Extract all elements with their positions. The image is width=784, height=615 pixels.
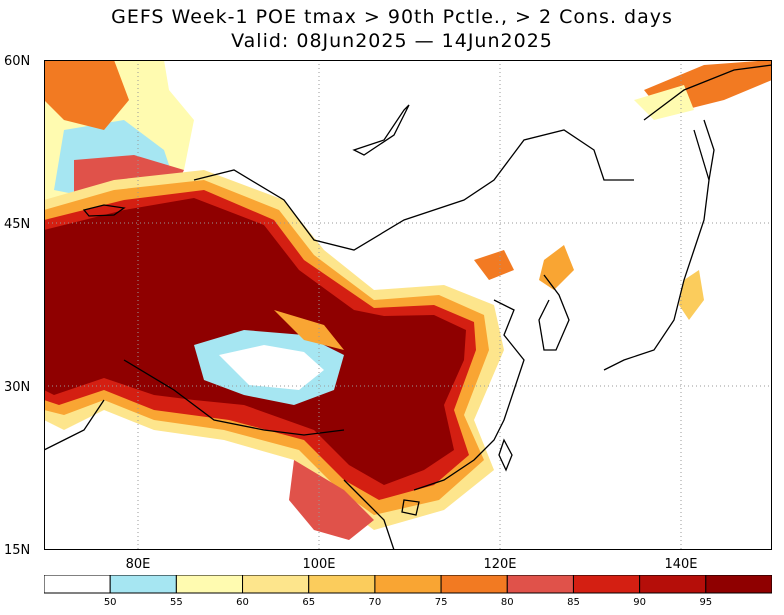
lon-label-120e: 120E — [483, 557, 517, 572]
colorbar-swatch — [506, 575, 574, 594]
colorbar-swatch — [705, 575, 772, 594]
china-north-border — [193, 129, 634, 251]
coastlines-borders — [44, 64, 772, 550]
colorbar-tick-label: 85 — [567, 597, 580, 608]
indochina-coast — [343, 479, 395, 550]
spot-ne-china — [474, 250, 514, 280]
colorbar-tick-label: 75 — [435, 597, 448, 608]
colorbar-swatch — [639, 575, 707, 594]
korea-peninsula — [538, 274, 570, 351]
japan-islands — [603, 129, 710, 371]
graticule — [44, 60, 772, 550]
lat-label-30n: 30N — [4, 380, 31, 395]
kamchatka-coast — [643, 64, 772, 121]
band-red-indochina — [289, 460, 374, 540]
colorbar: 50 55 60 65 70 75 80 85 90 95 — [44, 575, 772, 608]
band-orange-tibet — [274, 310, 344, 350]
spot-japan — [679, 270, 704, 320]
colorbar-swatch — [175, 575, 244, 594]
colorbar-tick-label: 70 — [369, 597, 382, 608]
lon-label-80e: 80E — [125, 557, 151, 572]
hainan-island — [401, 499, 420, 516]
colorbar-swatches — [44, 575, 772, 594]
colorbar-tick-label: 95 — [699, 597, 712, 608]
colorbar-swatch — [44, 575, 111, 594]
probability-map — [44, 60, 772, 550]
colorbar-tick-label: 80 — [501, 597, 514, 608]
colorbar-swatch — [374, 575, 442, 594]
colorbar-swatch — [109, 575, 177, 594]
india-coast — [44, 399, 105, 451]
lat-label-60n: 60N — [4, 54, 31, 69]
colorbar-swatch — [242, 575, 310, 594]
lat-label-45n: 45N — [4, 217, 31, 232]
lake-baikal — [352, 104, 410, 156]
colorbar-swatch — [308, 575, 376, 594]
taiwan-island — [498, 438, 513, 472]
colorbar-tick-label: 60 — [236, 597, 249, 608]
colorbar-labels: 50 55 60 65 70 75 80 85 90 95 — [104, 597, 712, 608]
band-orange-nw — [44, 60, 129, 130]
colorbar-tick-label: 65 — [302, 597, 315, 608]
probability-field — [44, 60, 772, 540]
valid-date-range: Valid: 08Jun2025 — 14Jun2025 — [231, 30, 553, 52]
spot-korea — [539, 245, 574, 290]
lake-balkhash — [82, 204, 126, 217]
himalaya-border — [123, 359, 345, 436]
colorbar-swatch — [440, 575, 508, 594]
colorbar-tick-label: 50 — [104, 597, 117, 608]
lat-label-15n: 15N — [4, 543, 31, 558]
map-title: GEFS Week-1 POE tmax > 90th Pctle., > 2 … — [111, 6, 673, 28]
map-frame — [44, 60, 772, 550]
lon-label-100e: 100E — [302, 557, 336, 572]
colorbar-swatch — [572, 575, 641, 594]
band-white-tibet — [219, 345, 324, 390]
lon-label-140e: 140E — [664, 557, 698, 572]
colorbar-tick-label: 55 — [170, 597, 183, 608]
colorbar-tick-label: 90 — [633, 597, 646, 608]
china-east-coast — [413, 299, 525, 491]
sakhalin — [703, 119, 715, 181]
